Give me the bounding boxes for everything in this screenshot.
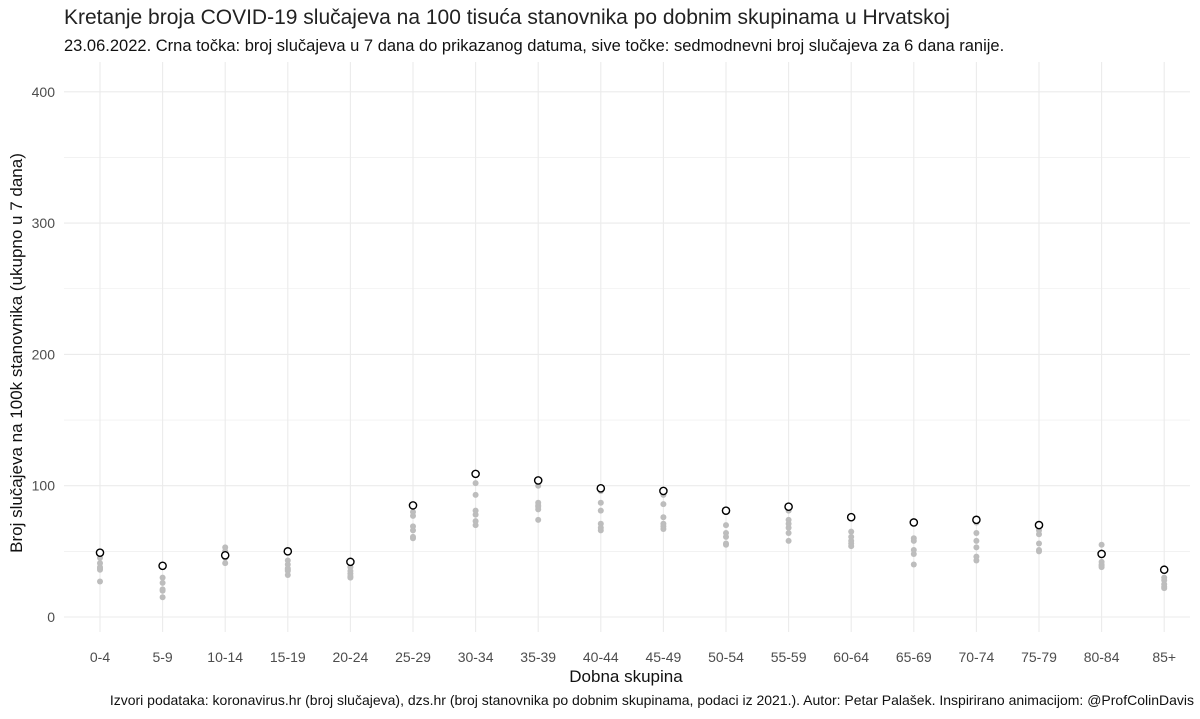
x-tick-label: 50-54 [708, 649, 744, 665]
history-point [159, 579, 166, 586]
history-point [97, 578, 103, 585]
history-point [222, 560, 229, 567]
x-tick-label: 80-84 [1084, 649, 1120, 665]
history-point [535, 516, 542, 523]
history-point [284, 557, 291, 564]
history-point [472, 491, 479, 498]
x-tick-label: 75-79 [1021, 649, 1057, 665]
x-tick-label: 15-19 [270, 649, 306, 665]
x-tick-label: 60-64 [833, 649, 869, 665]
points-layer [95, 469, 1169, 601]
x-tick-label: 20-24 [332, 649, 368, 665]
current-point [158, 561, 167, 571]
history-point [597, 520, 604, 527]
history-point [910, 535, 917, 542]
x-tick-label: 30-34 [458, 649, 494, 665]
history-point [785, 529, 792, 536]
x-tick-label: 0-4 [90, 649, 110, 665]
grid-layer [64, 62, 1190, 632]
history-point [97, 560, 103, 567]
current-point [283, 547, 293, 556]
history-point [723, 529, 729, 536]
history-point [410, 533, 416, 540]
x-tick-label: 40-44 [583, 649, 619, 665]
current-point [659, 486, 668, 496]
x-tick-label: 10-14 [207, 649, 243, 665]
history-point [660, 514, 667, 521]
current-point [846, 512, 856, 522]
history-point [159, 574, 166, 581]
current-point [784, 502, 793, 512]
x-tick-label: 45-49 [645, 649, 681, 665]
history-point [159, 594, 166, 601]
history-point [1098, 558, 1105, 565]
history-point [1098, 541, 1105, 548]
history-point [973, 553, 980, 560]
source-caption: Izvori podataka: koronavirus.hr (broj sl… [109, 692, 1194, 708]
x-tick-label: 70-74 [958, 649, 994, 665]
y-tick-label: 0 [47, 609, 55, 625]
current-point [346, 557, 355, 567]
history-point [1161, 574, 1168, 581]
history-point [472, 518, 479, 525]
y-tick-label: 200 [32, 346, 56, 362]
history-point [1036, 547, 1042, 554]
history-point [159, 586, 166, 593]
x-tick-label: 55-59 [771, 649, 807, 665]
x-axis-title: Dobna skupina [569, 667, 683, 686]
x-tick-label: 85+ [1152, 649, 1176, 665]
history-point [910, 561, 917, 568]
history-point [848, 528, 855, 535]
history-point [472, 480, 479, 487]
history-point [723, 540, 729, 547]
history-point [410, 508, 416, 515]
current-point [408, 501, 418, 510]
history-point [973, 537, 980, 544]
y-tick-label: 100 [32, 478, 56, 494]
x-tick-label: 35-39 [520, 649, 556, 665]
history-point [723, 522, 729, 529]
history-point [660, 520, 667, 527]
y-tick-label: 300 [32, 215, 56, 231]
current-point [909, 518, 919, 527]
current-point [471, 469, 480, 479]
current-point [533, 476, 543, 485]
y-axis-title: Broj slučajeva na 100k stanovnika (ukupn… [7, 153, 26, 553]
tick-labels-layer: 0 100 200 300 400 0-4 5-9 10-14 15-19 20-24 25-29 3… [32, 84, 1176, 665]
current-point [1097, 549, 1106, 559]
current-point [220, 550, 230, 560]
history-point [410, 523, 416, 530]
history-point [597, 499, 604, 506]
current-point [95, 548, 105, 557]
x-tick-label: 65-69 [896, 649, 932, 665]
current-point [1034, 520, 1044, 530]
chart-subtitle: 23.06.2022. Crna točka: broj slučajeva u… [64, 37, 1005, 55]
current-point [596, 484, 606, 493]
current-point [1159, 565, 1169, 575]
chart-title: Kretanje broja COVID-19 slučajeva na 100… [64, 6, 950, 29]
x-tick-label: 25-29 [395, 649, 431, 665]
history-point [910, 547, 917, 554]
current-point [972, 515, 981, 525]
history-point [472, 507, 479, 514]
history-point [848, 533, 855, 540]
history-point [785, 537, 792, 544]
y-tick-label: 400 [32, 84, 56, 100]
x-tick-label: 5-9 [152, 649, 172, 665]
history-point [973, 529, 980, 536]
history-point [973, 544, 980, 551]
current-point [721, 506, 731, 515]
history-point [1036, 540, 1042, 547]
history-point [535, 499, 542, 506]
history-point [597, 507, 604, 514]
history-point [785, 516, 792, 523]
history-point [660, 501, 667, 508]
